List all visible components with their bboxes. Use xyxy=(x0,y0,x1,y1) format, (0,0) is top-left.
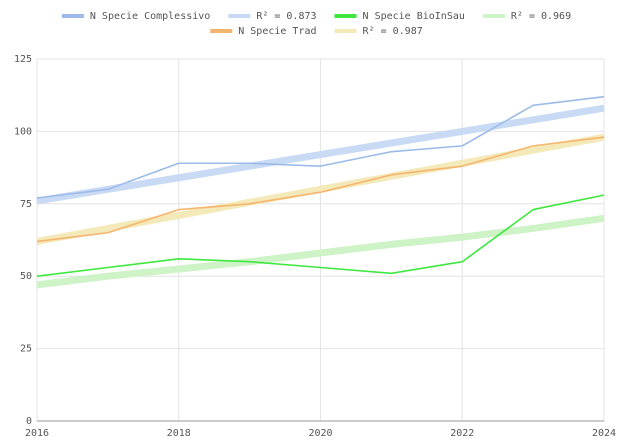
legend-item: N Specie Complessivo xyxy=(61,11,210,22)
legend-label: N Specie Complessivo xyxy=(90,11,210,22)
legend-item: R² = 0.987 xyxy=(334,26,423,37)
y-tick-label: 75 xyxy=(20,199,32,210)
data-line xyxy=(36,136,605,243)
data-line xyxy=(36,95,605,199)
y-tick-label: 50 xyxy=(20,271,32,282)
legend-label: R² = 0.987 xyxy=(363,26,423,37)
data-line xyxy=(36,194,605,277)
legend-label: N Specie BioInSau xyxy=(363,11,465,22)
legend-label: R² = 0.969 xyxy=(511,11,571,22)
y-tick-label: 125 xyxy=(14,54,32,65)
y-tick-label: 25 xyxy=(20,344,32,355)
legend-item: R² = 0.969 xyxy=(482,11,571,22)
trend-line xyxy=(36,214,605,289)
trend-line xyxy=(36,133,605,245)
legend-label: R² = 0.873 xyxy=(256,11,316,22)
y-tick-label: 100 xyxy=(14,126,32,137)
x-tick-label: 2020 xyxy=(308,428,332,439)
x-tick-label: 2018 xyxy=(167,428,191,439)
legend-item: N Specie Trad xyxy=(210,26,317,37)
legend: N Specie Complessivo R² = 0.873 N Specie B… xyxy=(61,11,571,37)
legend-item: N Specie BioInSau xyxy=(334,11,465,22)
trend-line xyxy=(36,104,605,205)
x-tick-label: 2022 xyxy=(450,428,474,439)
x-tick-label: 2024 xyxy=(592,428,616,439)
y-tick-label: 0 xyxy=(26,416,32,427)
legend-label: N Specie Trad xyxy=(238,26,316,37)
x-tick-label: 2016 xyxy=(25,428,49,439)
legend-item: R² = 0.873 xyxy=(228,11,317,22)
